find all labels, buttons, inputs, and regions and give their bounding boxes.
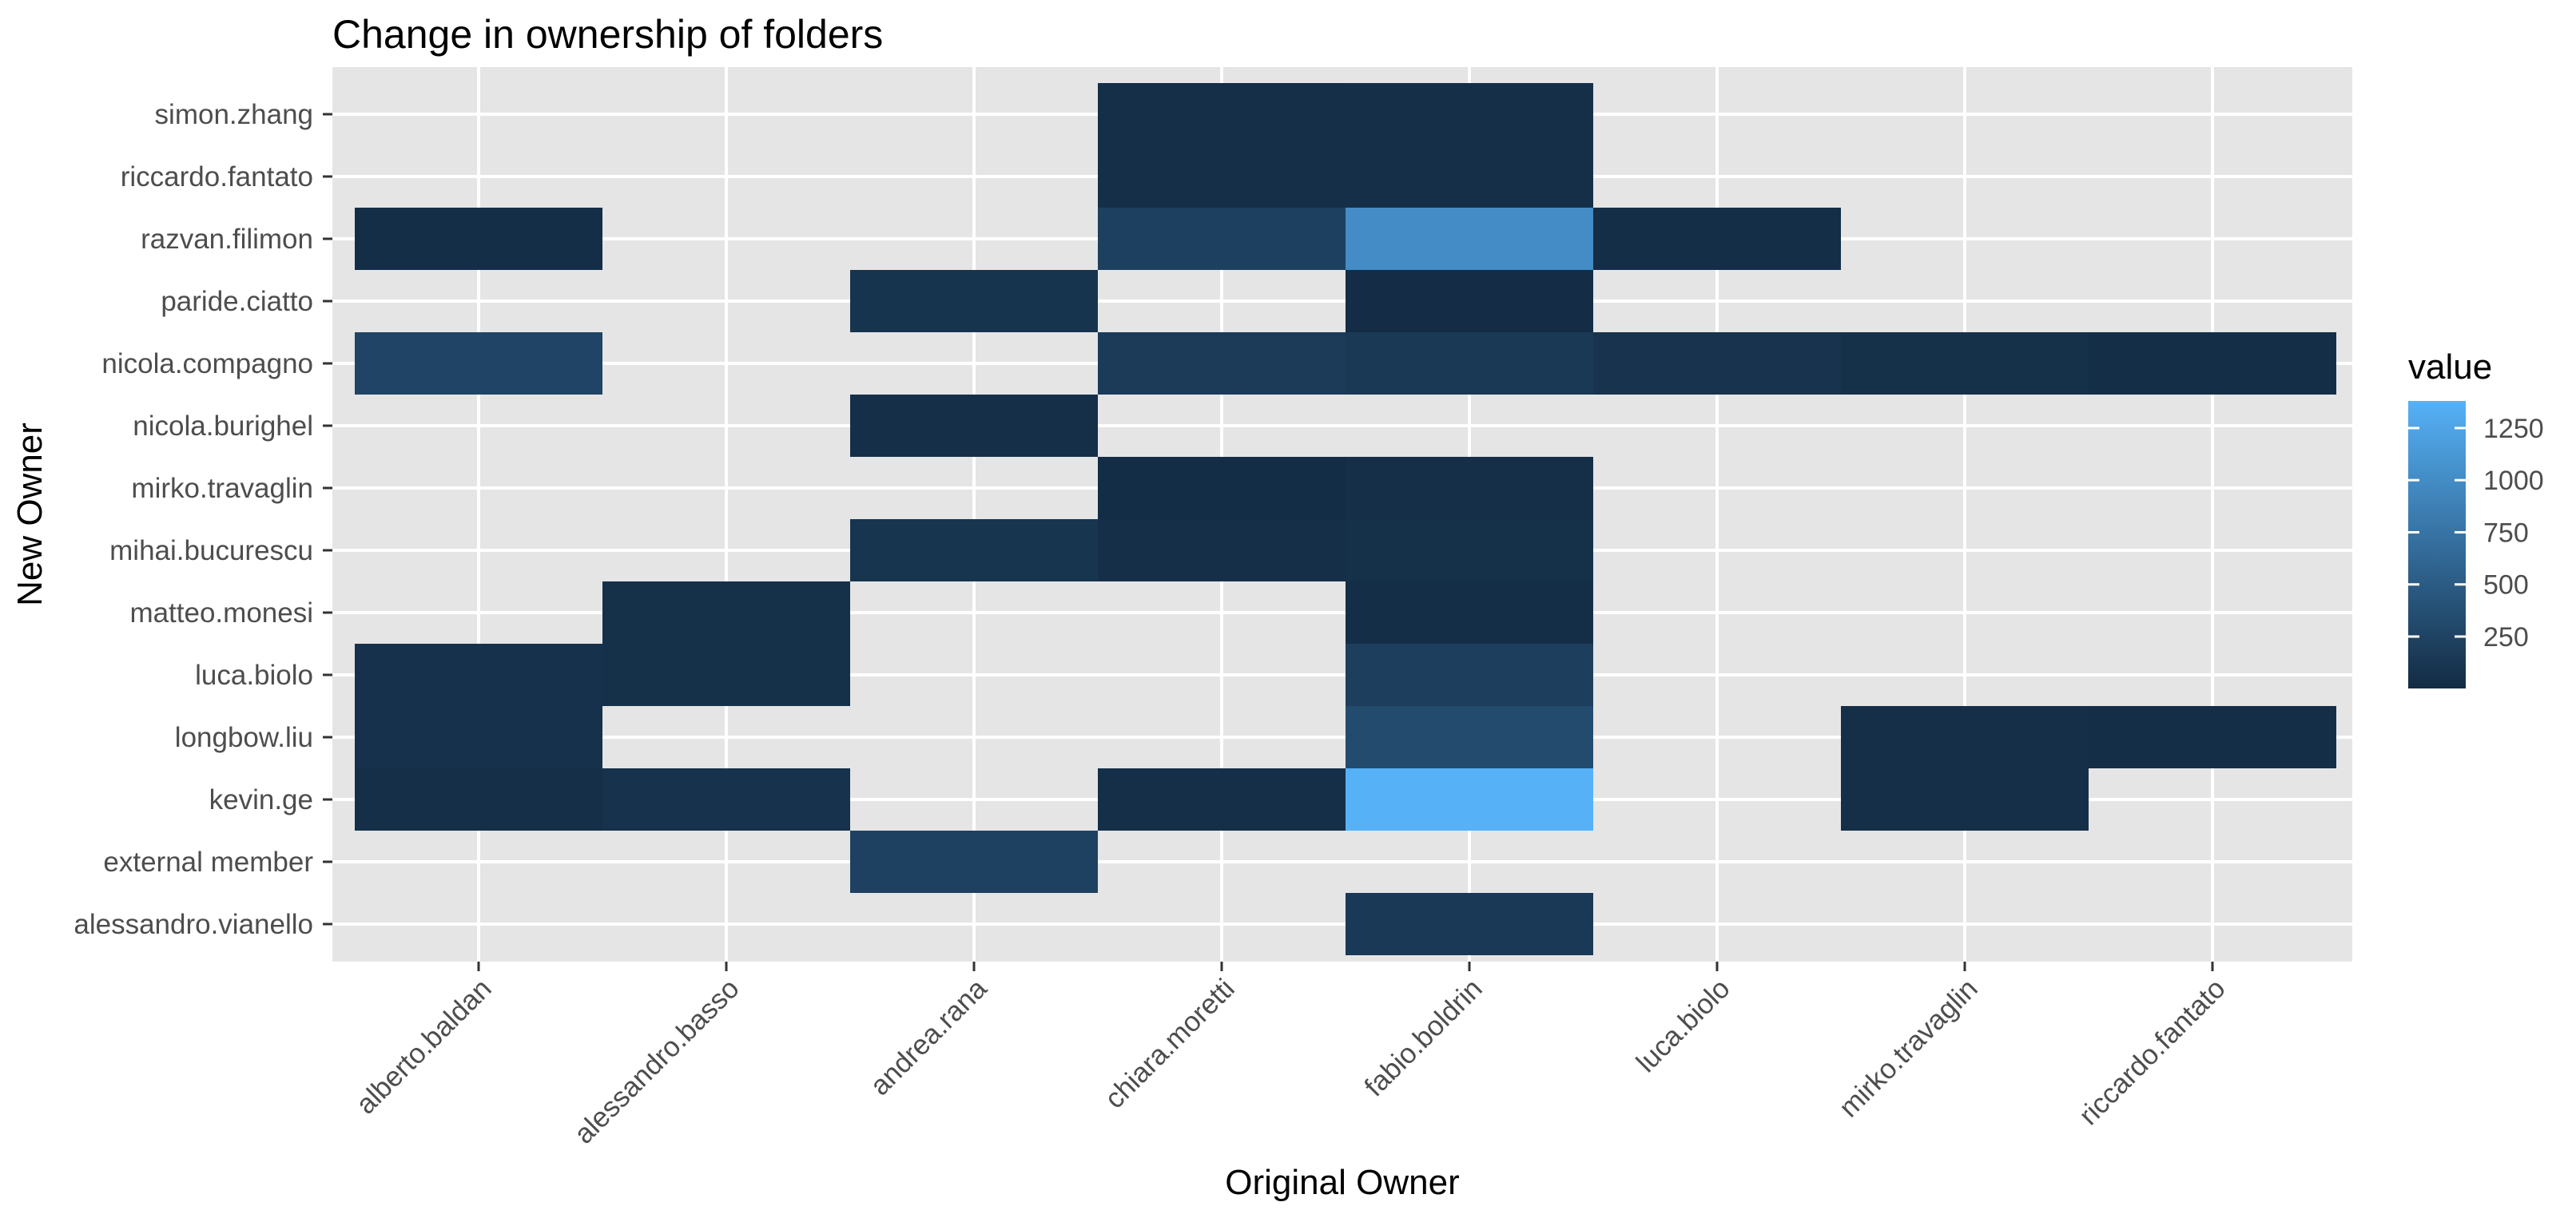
heatmap-cell — [602, 768, 850, 831]
heatmap-cell — [1346, 145, 1593, 208]
y-tick-label: external member — [103, 847, 313, 878]
legend-tick-label: 500 — [2483, 570, 2529, 601]
y-tick-label: mirko.travaglin — [131, 473, 313, 504]
y-axis-title: New Owner — [10, 423, 50, 606]
x-axis-title: Original Owner — [1225, 1163, 1459, 1202]
heatmap-cell — [602, 581, 850, 644]
legend-colorbar — [2408, 401, 2466, 688]
heatmap-cell — [355, 644, 602, 706]
legend-tick-label: 250 — [2483, 622, 2529, 653]
x-tick-label: mirko.travaglin — [1833, 973, 1983, 1123]
legend-tick-label: 1000 — [2483, 466, 2544, 496]
x-tick-label: riccardo.fantato — [2073, 973, 2231, 1131]
x-tick-label: alessandro.basso — [568, 973, 745, 1150]
y-tick-label: mihai.bucurescu — [109, 535, 313, 566]
legend-title: value — [2408, 347, 2492, 387]
heatmap-cell — [1593, 208, 1841, 270]
y-tick-label: nicola.compagno — [101, 348, 313, 379]
heatmap-cell — [1346, 457, 1593, 519]
y-axis: simon.zhang riccardo.fantato razvan.filimo… — [74, 99, 332, 940]
y-tick-label: razvan.filimon — [141, 224, 313, 255]
legend-tick-label: 1250 — [2483, 414, 2544, 444]
y-tick-label: matteo.monesi — [129, 597, 313, 629]
x-tick-label: chiara.moretti — [1099, 973, 1241, 1115]
x-axis: alberto.baldan alessandro.basso andrea.ran… — [350, 962, 2232, 1150]
heatmap-cell — [1098, 83, 1346, 145]
y-tick-label: kevin.ge — [209, 784, 313, 815]
heatmap-cell — [1098, 145, 1346, 208]
heatmap-cell — [1346, 893, 1593, 955]
y-tick-label: riccardo.fantato — [121, 161, 313, 192]
heatmap-cell — [1346, 332, 1593, 395]
chart-title: Change in ownership of folders — [332, 12, 883, 57]
y-tick-label: longbow.liu — [175, 722, 313, 753]
y-tick-label: nicola.burighel — [133, 411, 313, 442]
heatmap-cell — [1346, 706, 1593, 768]
heatmap-cell — [2089, 706, 2336, 768]
y-tick-label: simon.zhang — [155, 99, 313, 130]
heatmap-cell — [355, 208, 602, 270]
heatmap-cell — [850, 831, 1098, 893]
heatmap-cell — [1346, 208, 1593, 270]
heatmap-cell — [355, 332, 602, 395]
heatmap-cell — [2089, 332, 2336, 395]
heatmap-cell — [1593, 332, 1841, 395]
heatmap-cell — [1098, 519, 1346, 581]
heatmap-cell — [1098, 457, 1346, 519]
y-tick-label: luca.biolo — [195, 660, 313, 691]
x-tick-label: fabio.boldrin — [1358, 973, 1488, 1102]
heatmap-cell — [602, 644, 850, 706]
heatmap-cell — [1098, 332, 1346, 395]
heatmap-cell — [850, 519, 1098, 581]
heatmap-cell — [1346, 644, 1593, 706]
x-tick-label: andrea.rana — [865, 973, 993, 1101]
heatmap-cell — [1346, 581, 1593, 644]
heatmap-cell — [1841, 332, 2089, 395]
heatmap-cell — [1098, 768, 1346, 831]
heatmap-cell — [1346, 270, 1593, 332]
heatmap-cell — [1346, 768, 1593, 831]
legend: value 250 500 750 1000 1250 — [2408, 347, 2544, 688]
heatmap-cell — [1098, 208, 1346, 270]
y-tick-label: paride.ciatto — [161, 286, 313, 317]
heatmap-cell — [1346, 83, 1593, 145]
heatmap-cell — [1346, 519, 1593, 581]
heatmap-cell — [1841, 706, 2089, 768]
y-tick-label: alessandro.vianello — [74, 909, 313, 940]
heatmap-cell — [1841, 768, 2089, 831]
heatmap-cell — [355, 768, 602, 831]
heatmap-cell — [850, 395, 1098, 457]
x-tick-label: alberto.baldan — [350, 973, 497, 1120]
heatmap-cells — [355, 83, 2336, 955]
heatmap-cell — [355, 706, 602, 768]
legend-tick-label: 750 — [2483, 518, 2529, 548]
x-tick-label: luca.biolo — [1631, 973, 1736, 1078]
heatmap-cell — [850, 270, 1098, 332]
